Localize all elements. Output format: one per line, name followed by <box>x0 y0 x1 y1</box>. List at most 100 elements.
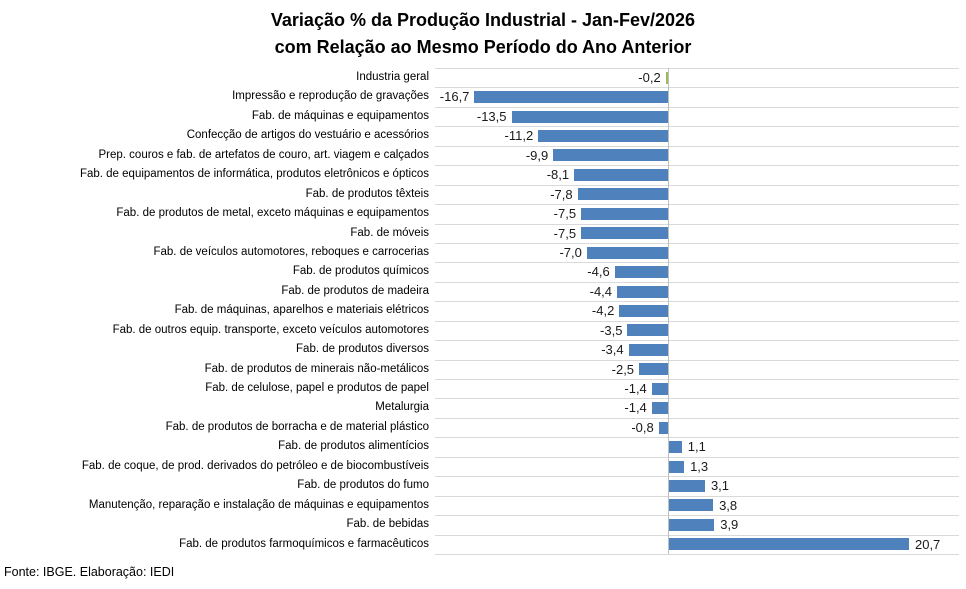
value-label: -7,8 <box>550 186 573 202</box>
bar <box>658 421 668 434</box>
gridline <box>435 515 959 517</box>
category-label: Fab. de outros equip. transporte, exceto… <box>112 323 429 336</box>
bar <box>669 460 685 473</box>
gridline <box>435 165 959 167</box>
gridline <box>435 456 959 458</box>
gridline <box>435 554 959 555</box>
bar <box>669 518 715 531</box>
gridline <box>435 301 959 303</box>
category-label: Fab. de coque, de prod. derivados do pet… <box>81 459 429 472</box>
gridline <box>435 398 959 400</box>
gridline <box>435 145 959 147</box>
bar <box>619 305 668 317</box>
bar <box>586 246 668 259</box>
value-label: 3,8 <box>719 497 738 513</box>
gridline <box>435 495 959 497</box>
value-label: -4,6 <box>587 264 610 280</box>
category-label: Fab. de produtos químicos <box>292 265 429 278</box>
value-label: -4,4 <box>589 283 613 299</box>
category-label: Confecção de artigos do vestuário e aces… <box>186 129 429 142</box>
category-label: Prep. couros e fab. de artefatos de cour… <box>98 148 430 161</box>
category-label: Fab. de máquinas, aparelhos e materiais … <box>174 304 429 317</box>
gridline <box>435 320 959 322</box>
chart-title: Variação % da Produção Industrial - Jan-… <box>0 7 966 61</box>
bar <box>639 363 668 376</box>
value-label: -3,4 <box>601 342 624 358</box>
chart-title-line2: com Relação ao Mesmo Período do Ano Ante… <box>274 37 692 57</box>
gridline <box>435 242 959 244</box>
value-label: -7,0 <box>559 244 582 260</box>
gridline <box>435 184 959 186</box>
gridline <box>435 223 959 225</box>
gridline <box>435 359 959 361</box>
category-label: Manutenção, reparação e instalação de má… <box>88 498 429 511</box>
value-label: -0,8 <box>631 419 654 435</box>
category-label: Fab. de celulose, papel e produtos de pa… <box>205 382 429 395</box>
category-label: Metalurgia <box>375 401 429 414</box>
category-label: Fab. de veículos automotores, reboques e… <box>153 245 429 258</box>
source-note: Fonte: IBGE. Elaboração: IEDI <box>4 565 175 579</box>
bar <box>511 110 668 123</box>
value-label: 3,9 <box>720 517 739 533</box>
bar <box>669 479 705 492</box>
category-label: Industria geral <box>356 71 429 83</box>
category-label: Fab. de produtos alimentícios <box>278 440 429 453</box>
gridline <box>435 340 959 342</box>
value-label: 1,3 <box>690 458 709 474</box>
category-label: Fab. de produtos de minerais não-metálic… <box>204 362 429 375</box>
category-label: Fab. de móveis <box>350 226 429 239</box>
category-label: Fab. de bebidas <box>346 518 429 531</box>
gridline <box>435 476 959 478</box>
value-label: -13,5 <box>476 108 507 124</box>
bar <box>553 149 668 162</box>
value-label: -4,2 <box>591 303 615 319</box>
zero-axis-line <box>668 68 670 554</box>
gridline <box>435 204 959 206</box>
bar <box>669 441 682 454</box>
category-label: Fab. de produtos diversos <box>296 343 429 356</box>
category-label: Fab. de produtos farmoquímicos e farmacê… <box>179 537 429 550</box>
gridline <box>435 281 959 283</box>
bar <box>617 285 668 298</box>
category-label: Fab. de produtos têxteis <box>305 187 429 200</box>
bar <box>628 343 668 356</box>
bar <box>651 382 668 395</box>
bar <box>581 227 668 240</box>
category-label: Fab. de produtos de metal, exceto máquin… <box>116 207 429 220</box>
bar <box>669 499 714 512</box>
value-label: -1,4 <box>624 381 647 397</box>
bar <box>474 91 668 104</box>
value-label: 3,1 <box>710 478 730 494</box>
bar <box>614 266 668 279</box>
category-label: Fab. de produtos de madeira <box>281 284 429 297</box>
chart-title-line1: Variação % da Produção Industrial - Jan-… <box>270 10 696 30</box>
category-label: Impressão e reprodução de gravações <box>232 90 429 103</box>
category-label: Fab. de equipamentos de informática, pro… <box>79 168 429 181</box>
value-label: -16,7 <box>439 89 470 105</box>
value-label: -7,5 <box>553 206 577 222</box>
value-label: -11,2 <box>504 128 534 144</box>
bar <box>669 538 909 551</box>
bar <box>577 188 668 201</box>
category-label: Fab. de máquinas e equipamentos <box>251 109 429 122</box>
value-label: 20,7 <box>914 536 941 552</box>
value-label: -3,5 <box>600 322 623 338</box>
value-label: -7,5 <box>553 225 577 241</box>
gridline <box>435 262 959 264</box>
gridline <box>435 437 959 439</box>
gridline <box>435 534 959 536</box>
gridline <box>435 379 959 381</box>
value-label: 1,1 <box>687 439 706 455</box>
gridline <box>435 68 959 69</box>
bar <box>581 207 668 220</box>
category-label: Fab. de produtos do fumo <box>297 479 429 492</box>
bar <box>538 130 668 143</box>
bar <box>574 168 668 181</box>
value-label: -2,5 <box>611 361 635 377</box>
gridline <box>435 106 959 108</box>
value-label: -8,1 <box>546 167 570 183</box>
bar <box>665 71 668 84</box>
bar <box>627 324 668 337</box>
